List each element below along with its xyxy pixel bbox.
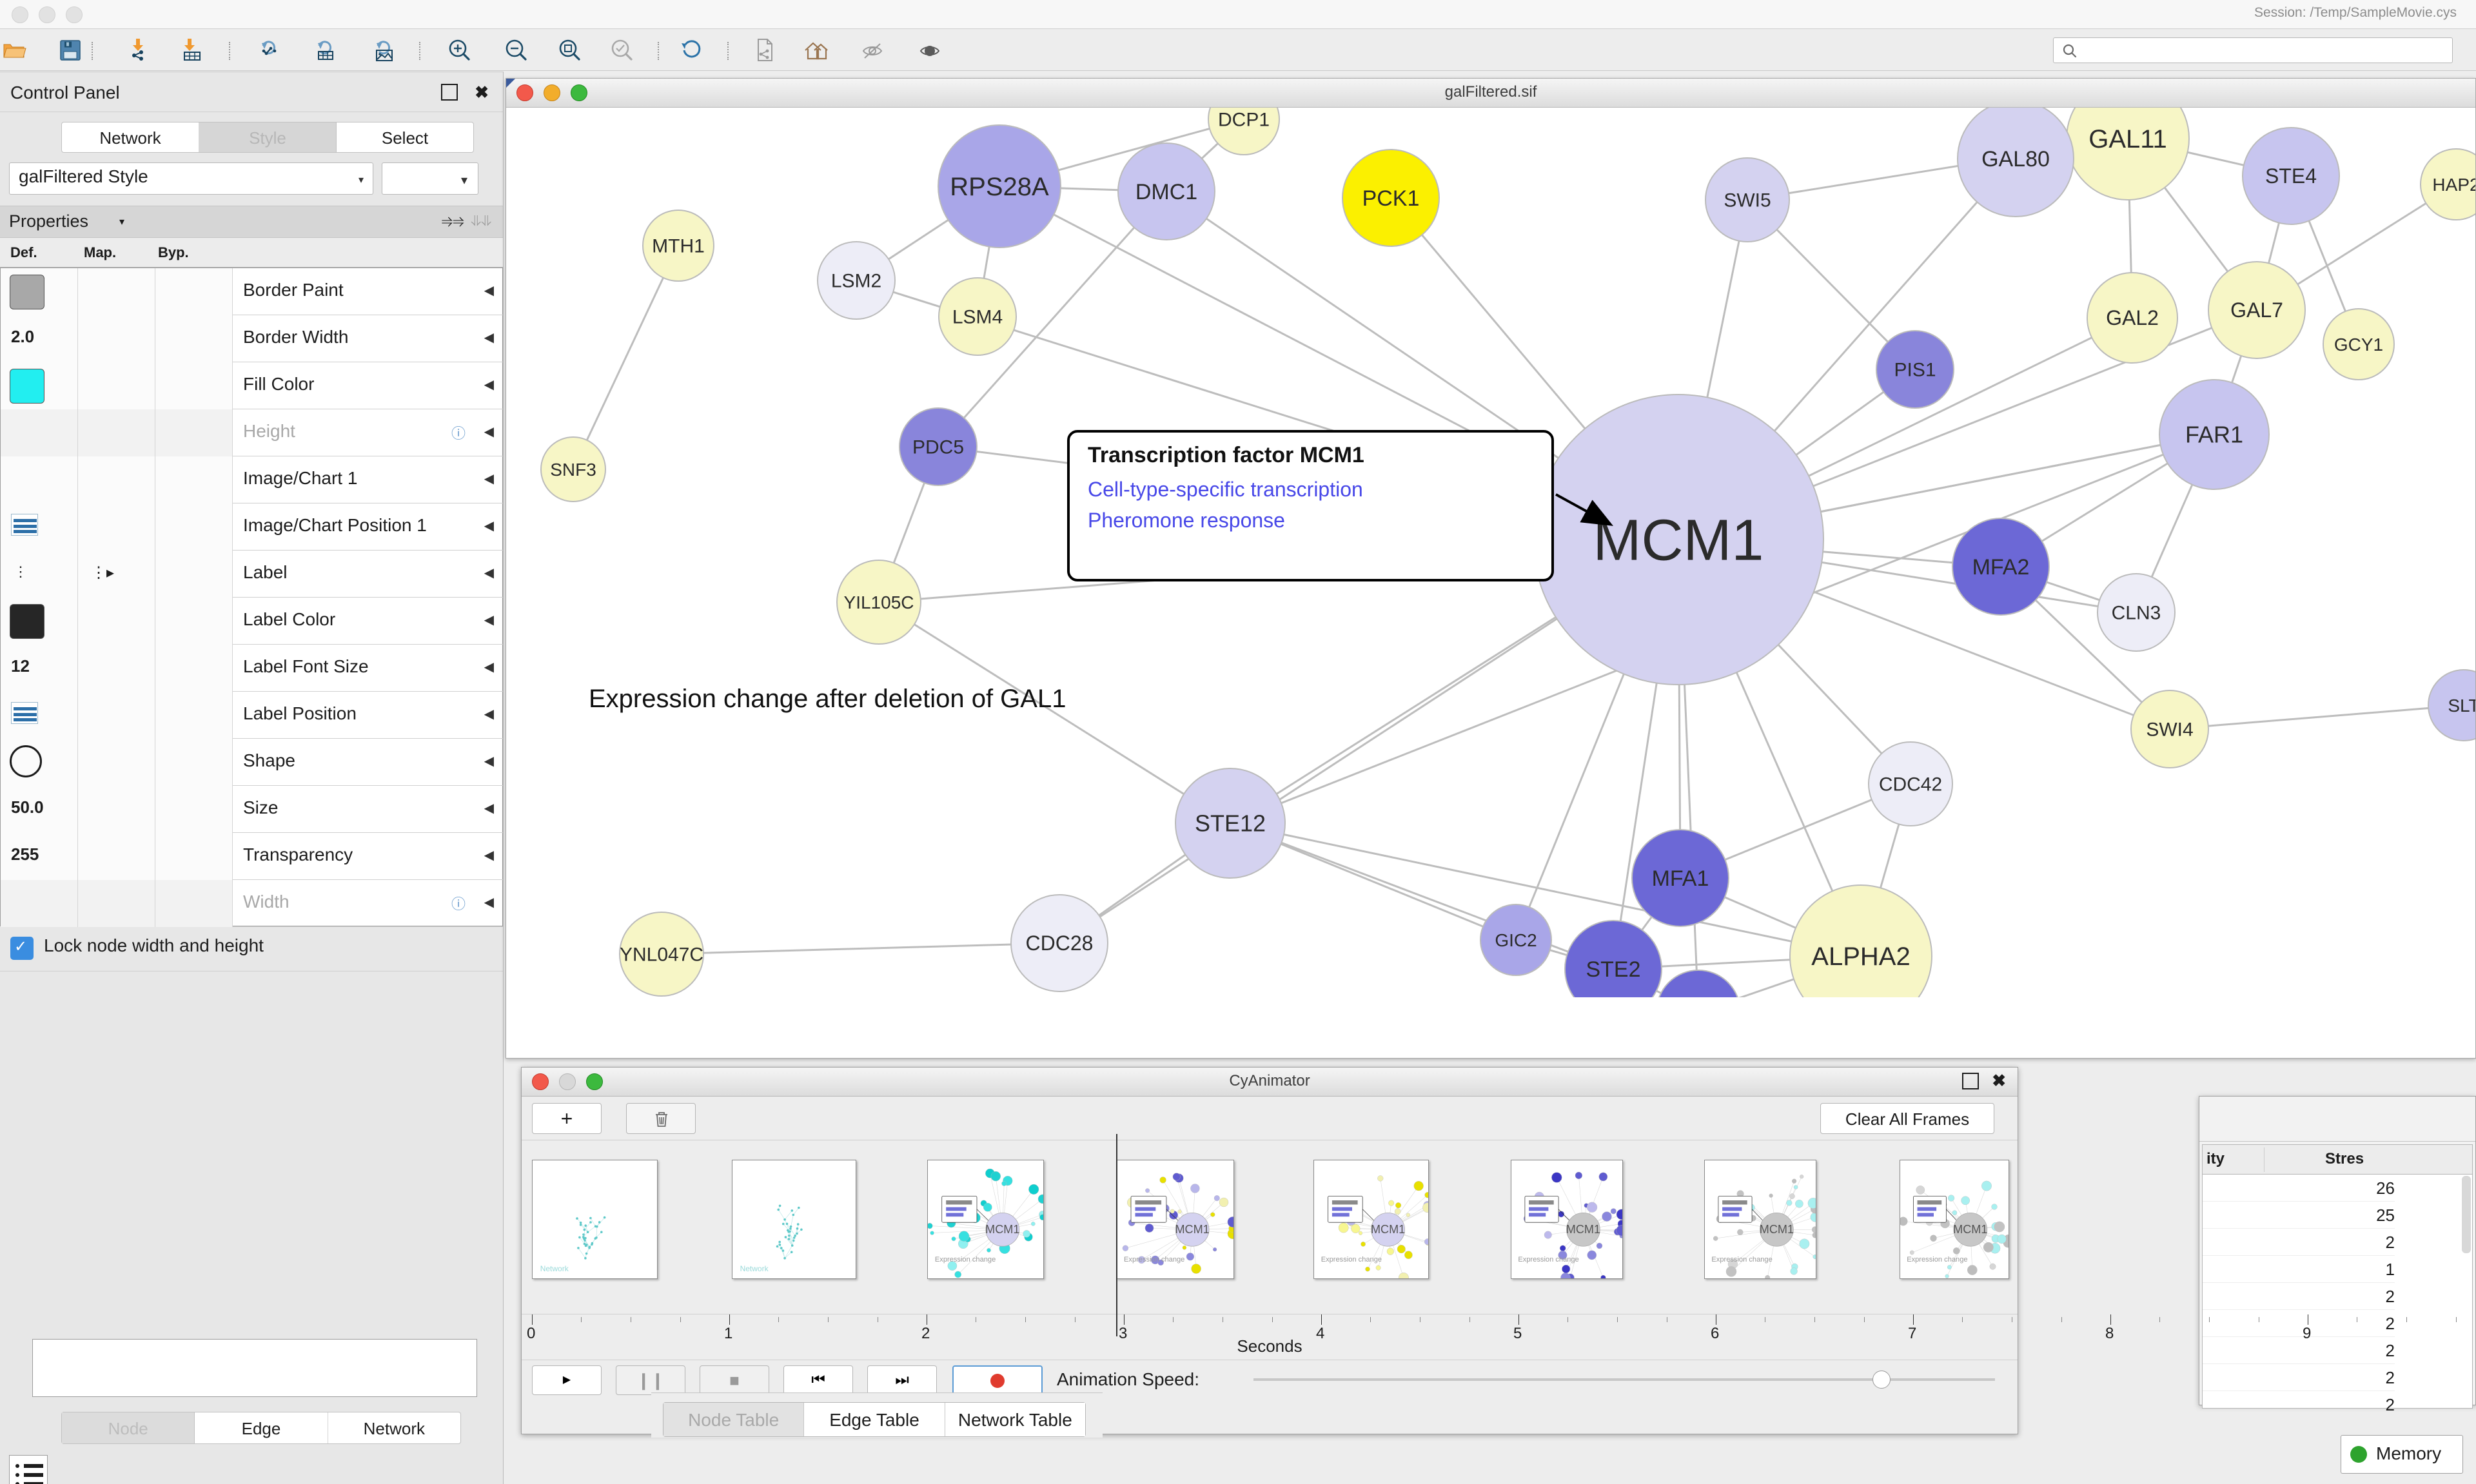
svg-text:MCM1: MCM1 (1953, 1223, 1987, 1236)
svg-text:Expression change: Expression change (1711, 1256, 1772, 1264)
svg-text:Expression change: Expression change (1124, 1256, 1184, 1264)
svg-text:Network: Network (740, 1264, 769, 1273)
svg-text:Network: Network (540, 1264, 569, 1273)
svg-text:MCM1: MCM1 (985, 1223, 1019, 1236)
svg-text:Expression change: Expression change (935, 1256, 996, 1264)
svg-text:MCM1: MCM1 (1175, 1223, 1209, 1236)
svg-text:MCM1: MCM1 (1760, 1223, 1794, 1236)
svg-text:Expression change: Expression change (1907, 1256, 1967, 1264)
svg-text:Expression change: Expression change (1518, 1256, 1578, 1264)
svg-text:MCM1: MCM1 (1566, 1223, 1600, 1236)
svg-text:Expression change: Expression change (1321, 1256, 1382, 1264)
svg-text:MCM1: MCM1 (1371, 1223, 1405, 1236)
